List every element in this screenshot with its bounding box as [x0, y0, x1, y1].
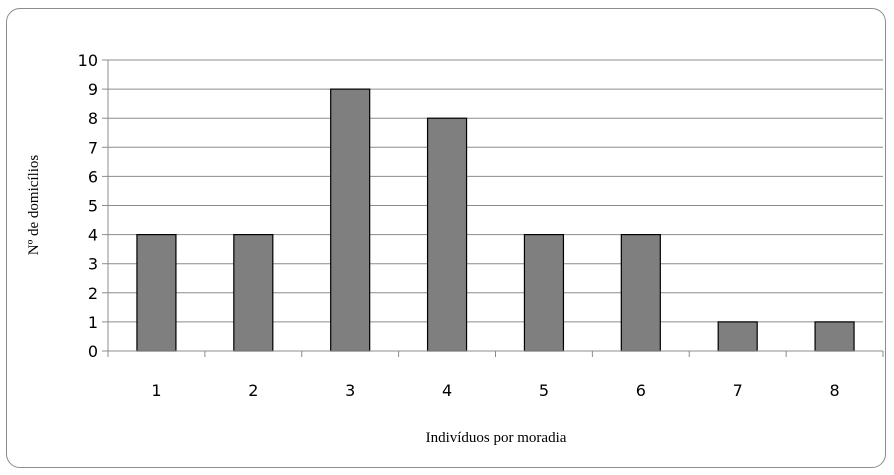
x-tick-label: 6	[636, 381, 646, 400]
x-tick-label: 4	[442, 381, 452, 400]
y-axis-title: Nº de domicílios	[26, 155, 42, 256]
y-tick-labels: 0 1 2 3 4 5 6 7 8 9 10	[78, 51, 98, 361]
x-tick-labels: 1 2 3 4 5 6 7 8	[151, 381, 839, 400]
bar-7	[717, 321, 758, 352]
bar-3	[330, 88, 371, 352]
x-axis-title: Indivíduos por moradia	[426, 430, 567, 446]
x-tick-label: 7	[733, 381, 743, 400]
y-tick-label: 3	[88, 255, 98, 274]
bar-6	[620, 234, 661, 352]
x-tick-label: 2	[248, 381, 258, 400]
y-tick-label: 7	[88, 138, 98, 157]
bar-2	[233, 234, 274, 352]
bar-5	[523, 234, 565, 352]
axes	[102, 59, 884, 357]
y-tick-label: 5	[88, 197, 98, 216]
y-tick-label: 0	[88, 342, 98, 361]
x-tick-label: 1	[151, 381, 161, 400]
y-tick-label: 2	[88, 284, 98, 303]
y-tick-label: 1	[88, 313, 98, 332]
x-tick-label: 8	[829, 381, 839, 400]
bar-8	[814, 321, 855, 352]
bars	[136, 88, 855, 352]
gridlines	[108, 59, 883, 323]
bar-1	[136, 234, 177, 352]
y-tick-label: 6	[88, 167, 98, 186]
x-tick-label: 5	[539, 381, 549, 400]
y-tick-label: 10	[78, 51, 98, 70]
y-tick-label: 8	[88, 109, 98, 128]
x-tick-label: 3	[345, 381, 355, 400]
bar-4	[426, 117, 468, 352]
y-tick-label: 4	[88, 226, 98, 245]
y-tick-label: 9	[88, 80, 98, 99]
